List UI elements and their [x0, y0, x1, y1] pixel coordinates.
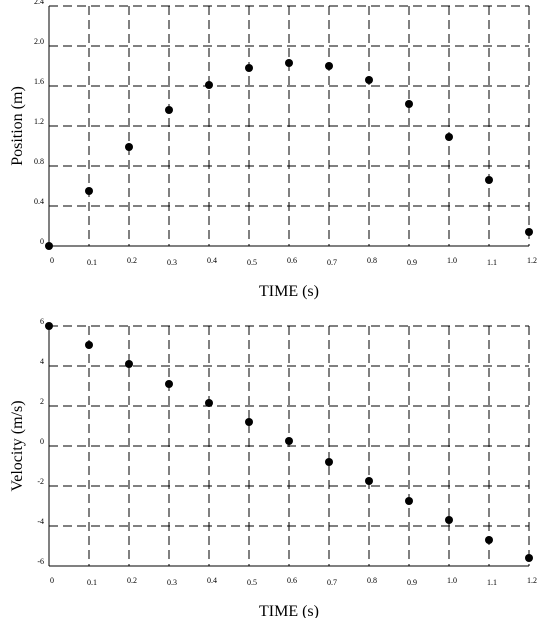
y-tick-label: -4	[37, 517, 44, 526]
y-tick-label: -6	[37, 557, 44, 566]
point	[325, 458, 333, 466]
point	[125, 143, 133, 151]
x-tick-label: 0.4	[207, 256, 217, 265]
y-tick-label: 0	[40, 437, 44, 446]
x-tick-label: 0	[50, 256, 54, 265]
y-axis-title: Position (m)	[9, 86, 26, 166]
y-tick-label: 1.6	[34, 77, 44, 86]
y-tick-label: 2.4	[34, 0, 44, 6]
x-tick-label: 0.2	[127, 576, 137, 585]
point	[205, 399, 213, 407]
point	[245, 64, 253, 72]
x-tick-label: 1.1	[487, 578, 497, 587]
y-tick-label: 0.4	[34, 197, 44, 206]
x-tick-label: 0.7	[327, 258, 337, 267]
point	[485, 176, 493, 184]
point	[485, 536, 493, 544]
x-tick-label: 0.3	[167, 578, 177, 587]
point	[205, 81, 213, 89]
x-tick-label: 0	[50, 576, 54, 585]
y-tick-label: -2	[37, 477, 44, 486]
x-tick-label: 0.2	[127, 256, 137, 265]
x-tick-label: 0.5	[247, 258, 257, 267]
y-axis-title: Velocity (m/s)	[9, 400, 26, 491]
x-tick-label: 0.4	[207, 576, 217, 585]
point	[45, 322, 53, 330]
y-tick-label: 0	[40, 237, 44, 246]
x-tick-label: 1.2	[527, 576, 537, 585]
y-tick-label: 1.2	[34, 117, 44, 126]
x-tick-label: 0.8	[367, 256, 377, 265]
point	[325, 62, 333, 70]
x-tick-label: 0.5	[247, 578, 257, 587]
point	[245, 418, 253, 426]
point	[445, 133, 453, 141]
x-tick-label: 1.0	[447, 576, 457, 585]
x-tick-label: 0.8	[367, 576, 377, 585]
point	[365, 76, 373, 84]
point	[285, 59, 293, 67]
point	[285, 437, 293, 445]
x-tick-label: 0.7	[327, 578, 337, 587]
x-tick-label: 0.1	[87, 578, 97, 587]
x-tick-label: 0.3	[167, 258, 177, 267]
point	[45, 242, 53, 250]
x-tick-label: 1.0	[447, 256, 457, 265]
point	[445, 516, 453, 524]
point	[525, 554, 533, 562]
point	[85, 341, 93, 349]
x-tick-label: 1.1	[487, 258, 497, 267]
point	[165, 106, 173, 114]
x-axis-title: TIME (s)	[259, 603, 319, 618]
x-tick-label: 0.9	[407, 578, 417, 587]
y-tick-label: 0.8	[34, 157, 44, 166]
y-tick-label: 6	[40, 317, 44, 326]
y-tick-label: 2	[40, 397, 44, 406]
point	[405, 100, 413, 108]
point	[85, 187, 93, 195]
x-tick-label: 1.2	[527, 256, 537, 265]
point	[525, 228, 533, 236]
x-tick-label: 0.6	[287, 576, 297, 585]
point	[165, 380, 173, 388]
point	[405, 497, 413, 505]
point	[365, 477, 373, 485]
y-tick-label: 4	[40, 357, 44, 366]
x-tick-label: 0.6	[287, 256, 297, 265]
y-tick-label: 2.0	[34, 37, 44, 46]
x-tick-label: 0.9	[407, 258, 417, 267]
x-axis-title: TIME (s)	[259, 283, 319, 300]
point	[125, 360, 133, 368]
x-tick-label: 0.1	[87, 258, 97, 267]
